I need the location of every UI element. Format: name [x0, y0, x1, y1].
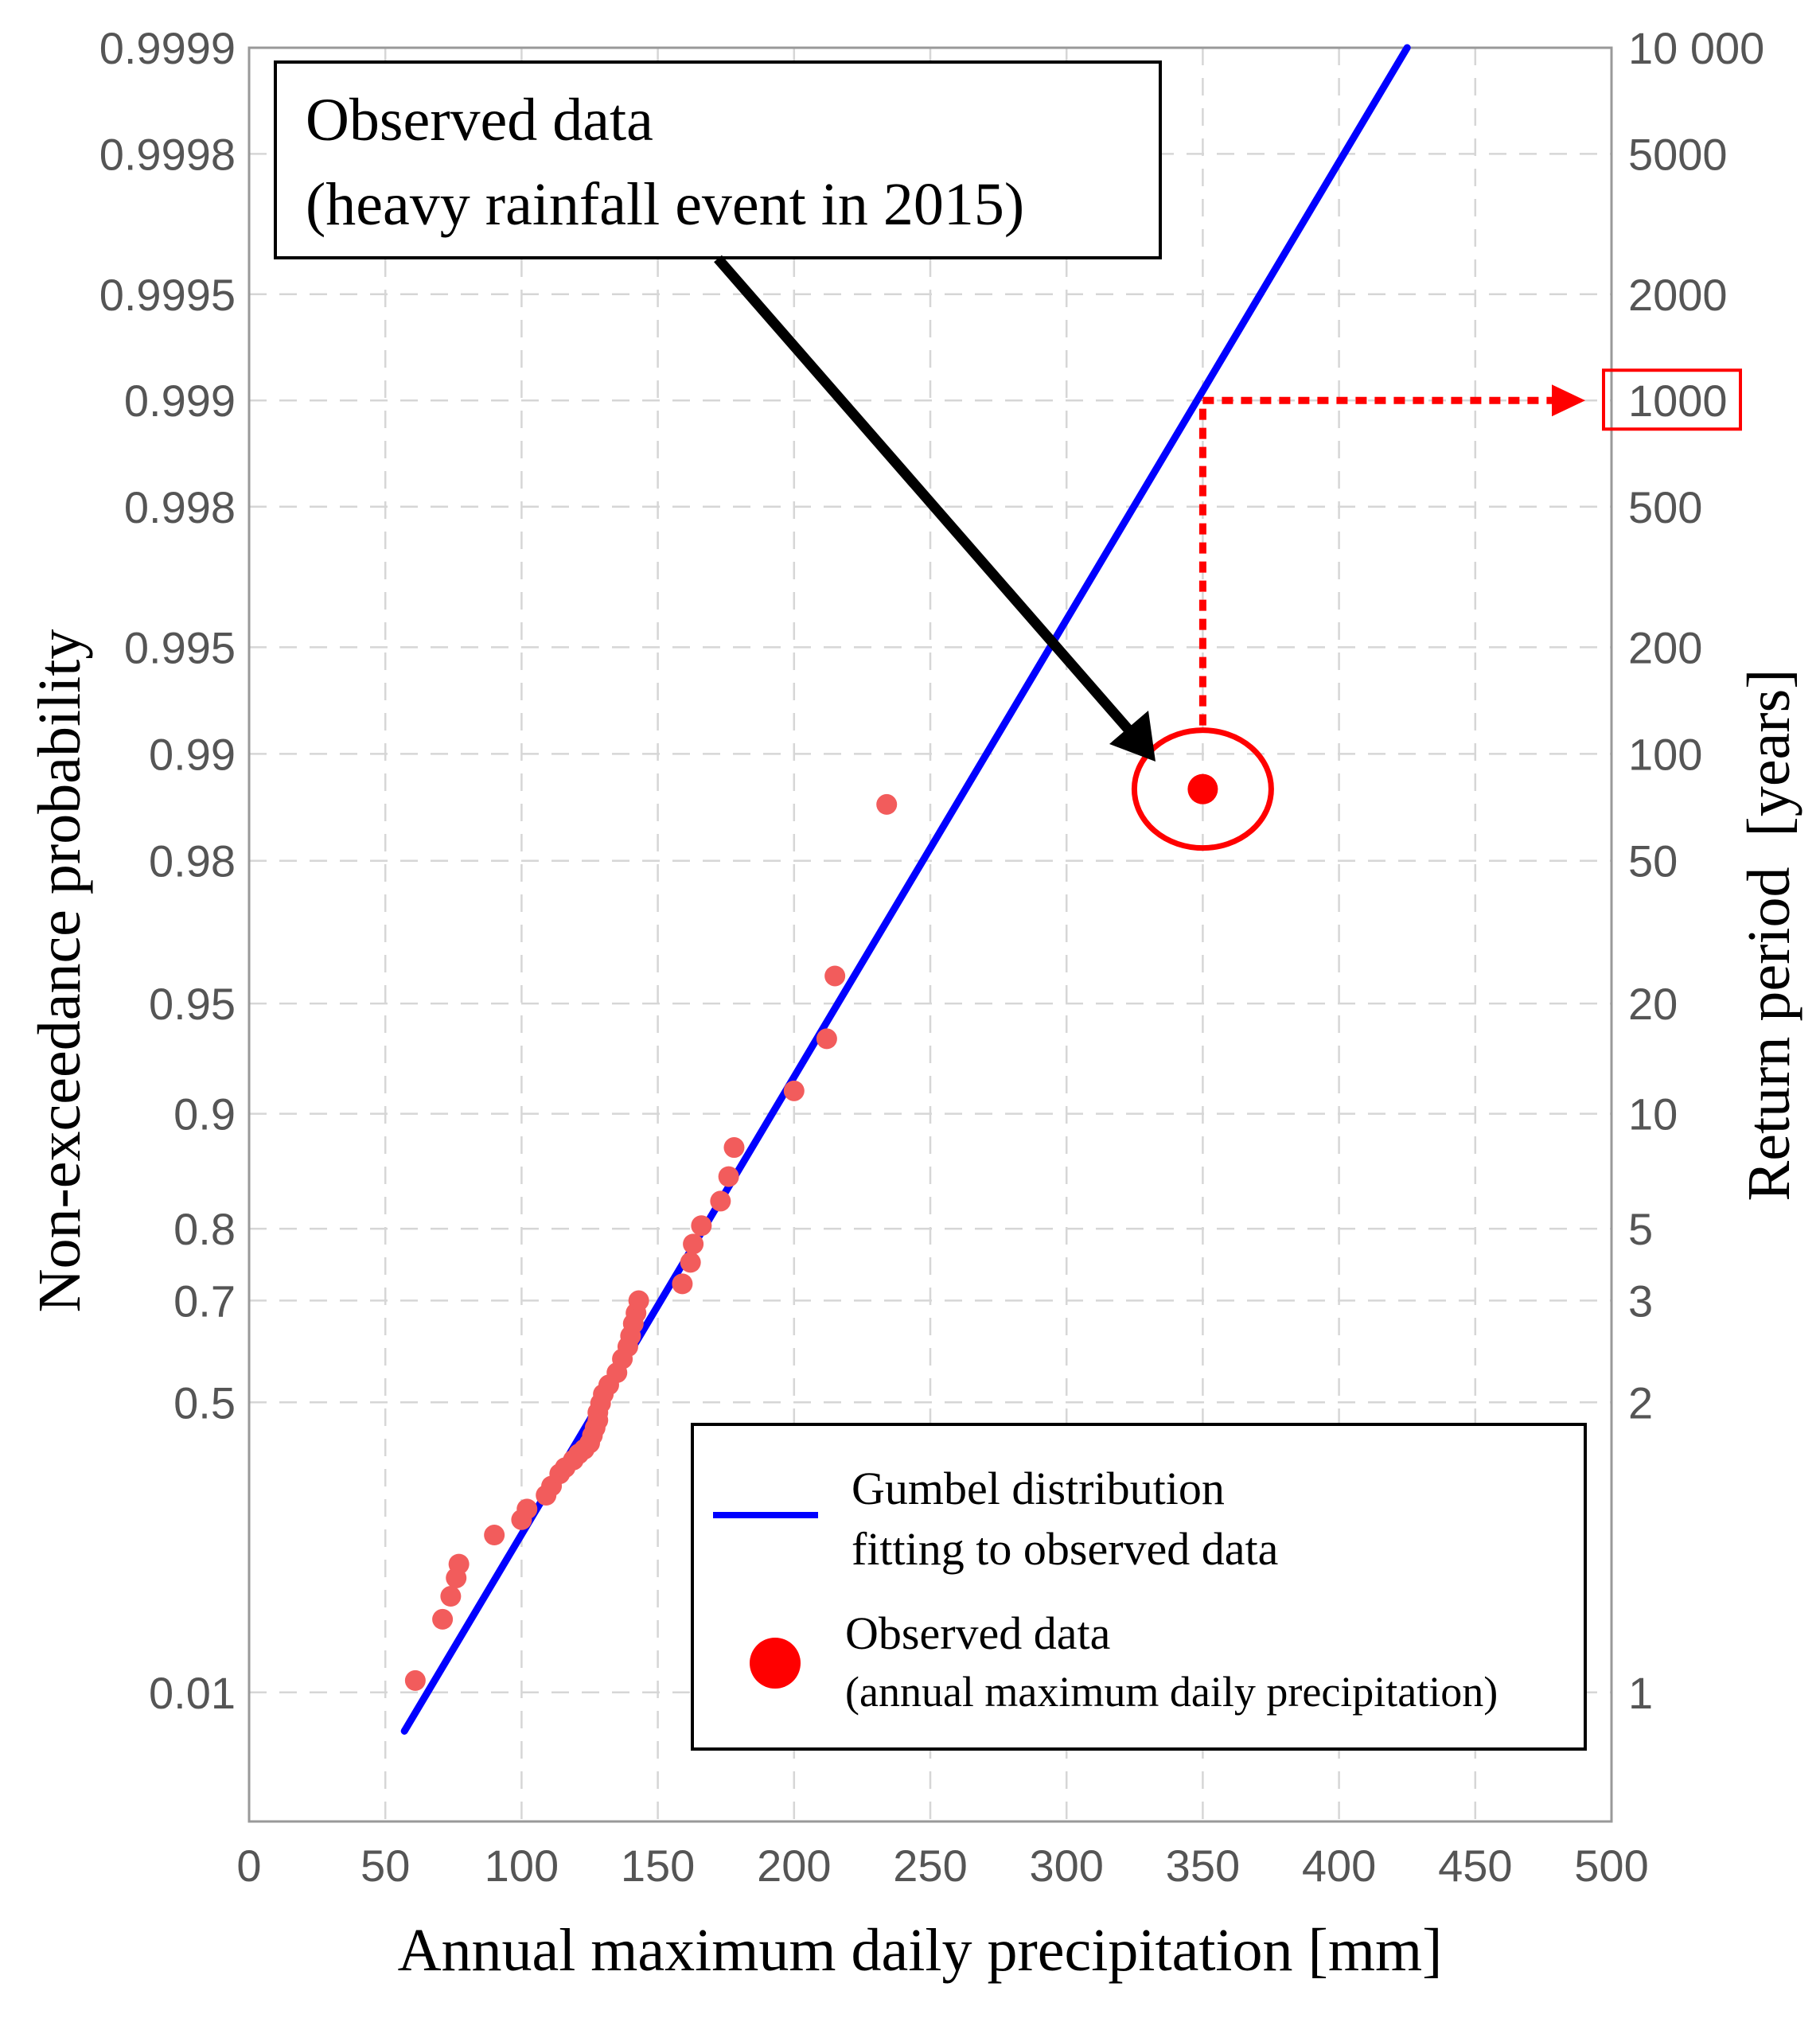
x-tick-label: 350 [1166, 1841, 1240, 1891]
observed-point [516, 1498, 538, 1520]
x-tick-label: 100 [485, 1841, 559, 1891]
event-callout: Observed data (heavy rainfall event in 2… [274, 60, 1162, 762]
y-tick-label: 0.9998 [99, 129, 236, 179]
x-axis-ticks: 0 50 100 150 200 250 300 350 400 450 500 [236, 1841, 1648, 1891]
y-tick-label: 0.95 [149, 979, 236, 1029]
x-tick-label: 300 [1029, 1841, 1103, 1891]
y-tick-label: 0.8 [173, 1204, 236, 1254]
x-tick-label: 250 [893, 1841, 967, 1891]
return-period-label: 200 [1628, 622, 1702, 672]
observed-point [448, 1553, 470, 1575]
y-tick-label: 0.9995 [99, 270, 236, 320]
return-period-label: 10 000 [1628, 23, 1764, 73]
callout-line-1: Observed data [306, 87, 653, 154]
observed-point [484, 1525, 505, 1546]
return-period-label: 1 [1628, 1668, 1653, 1718]
callout-line-2: (heavy rainfall event in 2015) [306, 171, 1024, 238]
x-tick-label: 50 [360, 1841, 410, 1891]
y-tick-label: 0.99 [149, 729, 236, 779]
observed-point [672, 1273, 693, 1295]
callout-arrow-shaft [714, 255, 1139, 741]
legend-dot-label-2: (annual maximum daily precipitation) [845, 1668, 1498, 1716]
return-period-label: 1000 [1628, 376, 1728, 426]
y-tick-label: 0.5 [173, 1377, 236, 1428]
return-period-label: 2000 [1628, 270, 1728, 320]
y-axis-label-right: Return period [years] [1736, 669, 1802, 1202]
observed-point [432, 1608, 454, 1630]
return-period-label: 20 [1628, 979, 1678, 1029]
highlight-annotation [1131, 368, 1742, 851]
observed-point [824, 965, 846, 987]
observed-point [683, 1233, 704, 1255]
x-tick-label: 0 [236, 1841, 261, 1891]
y-tick-label: 0.9999 [99, 23, 236, 73]
y-tick-label: 0.01 [149, 1668, 236, 1718]
y-axis-label-left: Non-exceedance probability [26, 629, 93, 1313]
return-period-label: 100 [1628, 729, 1702, 779]
return-period-label: 50 [1628, 836, 1678, 886]
y-tick-label: 0.998 [124, 482, 236, 532]
x-tick-label: 200 [757, 1841, 831, 1891]
x-tick-label: 150 [621, 1841, 695, 1891]
return-period-highlight-box [1602, 368, 1742, 431]
return-period-label: 5000 [1628, 129, 1728, 179]
callout-box [274, 60, 1162, 259]
observed-point [816, 1028, 837, 1050]
legend-line-label-2: fitting to observed data [852, 1523, 1278, 1575]
observed-point [680, 1252, 701, 1273]
return-period-label: 10 [1628, 1089, 1678, 1140]
observed-point [723, 1137, 745, 1159]
y-tick-label: 0.98 [149, 836, 236, 886]
return-period-label: 3 [1628, 1276, 1653, 1326]
y-tick-label: 0.995 [124, 622, 236, 672]
event-2015-point [1187, 773, 1218, 805]
observed-point [718, 1166, 739, 1187]
y-axis-ticks-right: 1 2 3 5 10 20 50 100 200 500 1000 2000 5000 10 000 [1628, 23, 1764, 1718]
event-2015-ring [1131, 727, 1274, 851]
legend-line-label-1: Gumbel distribution [852, 1463, 1225, 1514]
x-axis-label: Annual maximum daily precipitation [mm] [398, 1917, 1443, 1984]
y-axis-ticks-left: 0.01 0.5 0.7 0.8 0.9 0.95 0.98 0.99 0.995 0.998 0.… [99, 23, 236, 1718]
legend-box [691, 1423, 1587, 1751]
return-period-label: 2 [1628, 1377, 1653, 1428]
y-tick-label: 0.7 [173, 1276, 236, 1326]
readout-arrowhead [1552, 384, 1585, 417]
observed-point [440, 1586, 462, 1607]
plot-frame [247, 46, 1613, 1823]
legend-dot-label-1: Observed data [845, 1607, 1110, 1659]
return-period-label: 500 [1628, 482, 1702, 532]
legend: Gumbel distribution fitting to observed … [691, 1423, 1587, 1751]
legend-dot-swatch [750, 1638, 801, 1689]
observed-points [404, 793, 898, 1691]
observed-point [710, 1190, 731, 1212]
observed-point [876, 793, 898, 815]
observed-point [783, 1080, 805, 1101]
x-tick-label: 450 [1438, 1841, 1512, 1891]
observed-point [628, 1290, 649, 1311]
return-period-label: 5 [1628, 1204, 1653, 1254]
x-tick-label: 500 [1574, 1841, 1648, 1891]
x-tick-label: 400 [1302, 1841, 1376, 1891]
observed-point [691, 1215, 712, 1237]
observed-point [404, 1669, 426, 1691]
y-tick-label: 0.999 [124, 376, 236, 426]
y-tick-label: 0.9 [173, 1089, 236, 1140]
